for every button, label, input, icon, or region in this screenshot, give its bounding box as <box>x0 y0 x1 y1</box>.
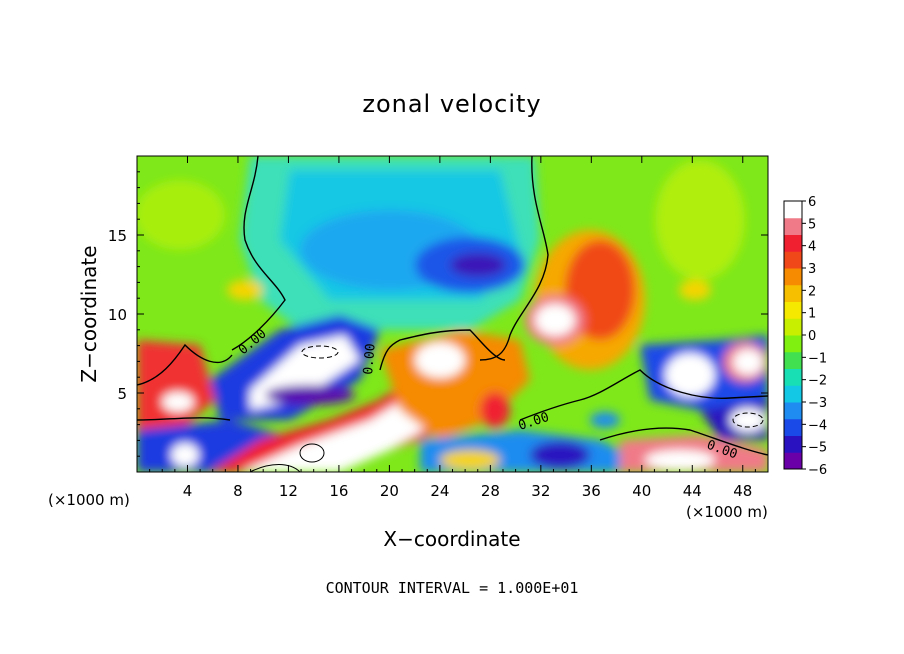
y-axis: 5 10 15 <box>108 171 768 457</box>
colorbar-swatch <box>784 268 802 286</box>
colorbar-tick-label: 0 <box>808 329 816 344</box>
colorbar-tick-label: −1 <box>808 351 827 366</box>
colorbar-tick-label: −4 <box>808 418 827 433</box>
colorbar-swatch <box>784 368 802 386</box>
colorbar-tick-label: −3 <box>808 396 827 411</box>
x-axis-label: X−coordinate <box>383 527 520 551</box>
colorbar-swatch <box>784 452 802 470</box>
colorbar-swatch <box>784 418 802 436</box>
contour-lines <box>137 156 768 456</box>
x-tick-label: 4 <box>183 482 193 500</box>
x-unit-right: (×1000 m) <box>686 503 768 521</box>
y-tick-label: 15 <box>108 227 127 245</box>
x-tick-label: 40 <box>632 482 651 500</box>
colorbar-swatch <box>784 284 802 302</box>
dashed-contours <box>301 345 764 428</box>
x-tick-label: 8 <box>233 482 243 500</box>
colorbar-tick-label: 6 <box>808 195 816 210</box>
x-tick-label: 36 <box>582 482 601 500</box>
colorbar-ticks: 6 5 4 3 2 1 0 −1 −2 −3 −4 −5 −6 <box>802 195 827 478</box>
colorbar-swatch <box>784 435 802 453</box>
colorbar-tick-label: 5 <box>808 217 816 232</box>
colorbar-swatch <box>784 234 802 252</box>
x-tick-label: 32 <box>531 482 550 500</box>
colorbar-tick-label: 2 <box>808 284 816 299</box>
solid-small-contours <box>249 443 325 472</box>
colorbar-swatch <box>784 318 802 336</box>
chart-title: zonal velocity <box>362 90 541 118</box>
colorbar-swatch <box>784 201 802 219</box>
y-tick-label: 10 <box>108 306 127 324</box>
contour-interval-note: CONTOUR INTERVAL = 1.000E+01 <box>326 579 579 597</box>
colorbar <box>783 200 803 470</box>
colorbar-tick-label: −6 <box>808 463 827 478</box>
y-axis-label: Z−coordinate <box>77 245 101 382</box>
x-tick-label: 20 <box>380 482 399 500</box>
colorbar-swatch <box>784 217 802 235</box>
plot-area: 0.00 0.00 0.00 0.00 <box>137 156 768 472</box>
y-tick-label: 5 <box>117 385 127 403</box>
colorbar-tick-label: −5 <box>808 441 827 456</box>
colorbar-tick-label: 3 <box>808 262 816 277</box>
colorbar-tick-label: 1 <box>808 307 816 322</box>
x-tick-label: 28 <box>481 482 500 500</box>
x-tick-label: 16 <box>329 482 348 500</box>
colorbar-swatch <box>784 301 802 319</box>
x-unit-left: (×1000 m) <box>48 491 130 509</box>
colorbar-tick-label: −2 <box>808 374 827 389</box>
colorbar-swatch <box>784 351 802 369</box>
colorbar-swatch <box>784 335 802 353</box>
x-tick-label: 24 <box>430 482 449 500</box>
x-tick-label: 12 <box>279 482 298 500</box>
x-tick-label: 48 <box>733 482 752 500</box>
x-tick-label: 44 <box>683 482 702 500</box>
contour-label: 0.00 <box>361 343 379 376</box>
x-axis: 4 8 12 16 20 24 28 32 36 40 44 48 <box>149 156 756 500</box>
colorbar-swatch <box>784 251 802 269</box>
colorbar-swatch <box>784 385 802 403</box>
colorbar-swatch <box>784 402 802 420</box>
colorbar-tick-label: 4 <box>808 240 816 255</box>
